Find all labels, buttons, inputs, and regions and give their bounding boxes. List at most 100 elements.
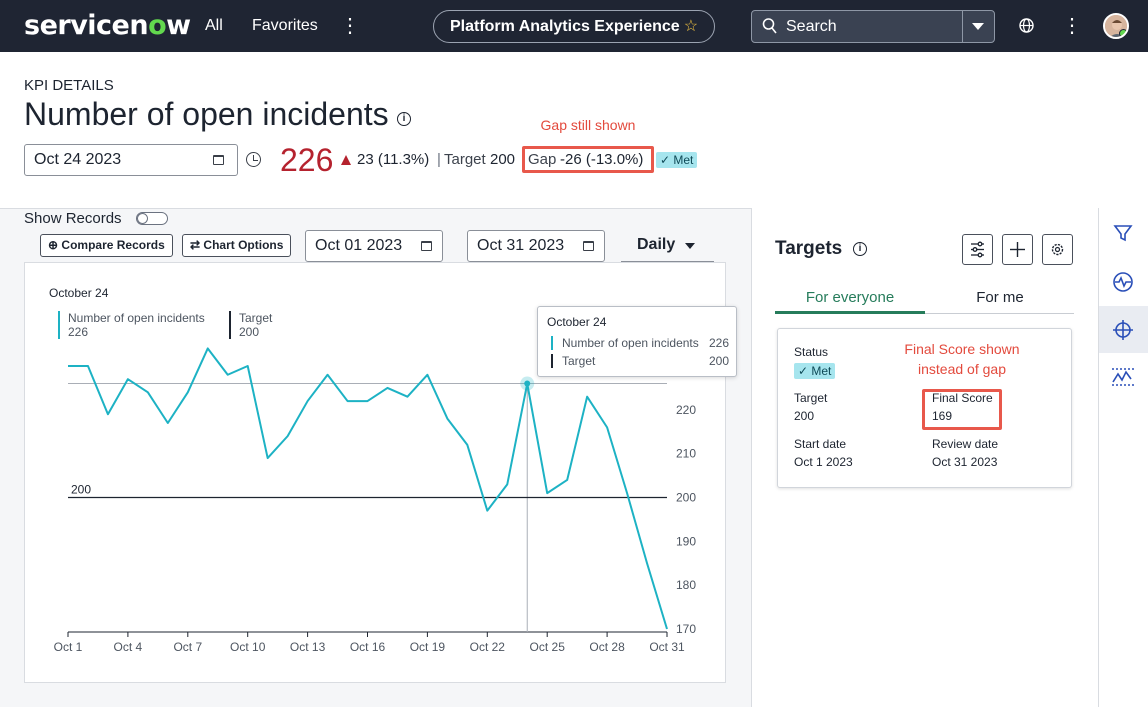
- review-date-label: Review date: [932, 437, 999, 451]
- sliders-icon: ⇄: [190, 238, 201, 252]
- tooltip-row-target: Target 200: [551, 354, 729, 368]
- legend-item-target: Target 200: [229, 311, 272, 339]
- pulse-icon[interactable]: [1112, 271, 1134, 293]
- x-tick-label: Oct 22: [470, 640, 506, 654]
- global-search[interactable]: Search: [751, 10, 995, 43]
- crosshair-target-icon[interactable]: [1112, 319, 1134, 341]
- x-tick-label: Oct 19: [410, 640, 446, 654]
- review-date-value: Oct 31 2023: [932, 455, 998, 469]
- chart-options-button[interactable]: ⇄ Chart Options: [182, 234, 292, 257]
- x-tick-label: Oct 13: [290, 640, 326, 654]
- tab-for-everyone[interactable]: For everyone: [805, 289, 895, 306]
- x-tick-label: Oct 16: [350, 640, 386, 654]
- add-target-button[interactable]: [1002, 234, 1033, 265]
- start-date-field[interactable]: Oct 01 2023: [305, 230, 443, 262]
- tab-active-indicator: [775, 311, 925, 314]
- legend-date: October 24: [49, 286, 109, 300]
- y-tick-label: 210: [676, 447, 696, 461]
- trend-up-icon: [341, 155, 351, 165]
- nav-all[interactable]: All: [205, 17, 223, 34]
- target-value: 200: [794, 409, 815, 423]
- tooltip-row-incidents: Number of open incidents 226: [551, 336, 729, 350]
- target-line-label: 200: [71, 483, 91, 497]
- gear-icon: [1051, 243, 1064, 256]
- tooltip-date: October 24: [547, 315, 607, 329]
- globe-icon[interactable]: [1018, 17, 1035, 34]
- target-label: Target: [444, 151, 486, 168]
- target-settings-sliders-button[interactable]: [962, 234, 993, 265]
- gap-label: Gap: [528, 151, 557, 168]
- workspace-title-pill[interactable]: Platform Analytics Experience ☆: [433, 10, 715, 43]
- filter-icon[interactable]: [1113, 223, 1133, 243]
- y-tick-label: 220: [676, 403, 696, 417]
- calendar-icon[interactable]: [213, 155, 224, 165]
- start-date-value: Oct 1 2023: [794, 455, 853, 469]
- info-icon[interactable]: i: [397, 112, 411, 126]
- legend-item-incidents: Number of open incidents 226: [58, 311, 205, 339]
- x-tick-label: Oct 1: [54, 640, 83, 654]
- target-label: Target: [794, 391, 828, 405]
- target-config-button[interactable]: [1042, 234, 1073, 265]
- frequency-select[interactable]: Daily: [621, 231, 714, 262]
- plus-circle-icon: ⊕: [48, 238, 59, 252]
- gap-value: -26 (-13.0%): [560, 151, 644, 168]
- highlight-point: [524, 380, 531, 387]
- kpi-details-eyebrow: KPI DETAILS: [24, 77, 114, 94]
- search-label: Search: [786, 18, 837, 35]
- x-tick-label: Oct 10: [230, 640, 266, 654]
- chart-tooltip: October 24 Number of open incidents 226 …: [537, 306, 737, 377]
- y-tick-label: 200: [676, 491, 696, 505]
- final-score-value: 169: [932, 409, 953, 423]
- x-tick-label: Oct 7: [173, 640, 202, 654]
- target-value: 200: [490, 151, 516, 168]
- legend-swatch: [229, 311, 231, 339]
- show-records-label: Show Records: [24, 210, 122, 227]
- search-scope-dropdown-icon[interactable]: [972, 23, 984, 30]
- x-tick-label: Oct 28: [589, 640, 625, 654]
- final-score-label: Final Score: [932, 391, 993, 405]
- forecast-icon[interactable]: [1111, 366, 1135, 388]
- separator: |: [437, 151, 441, 168]
- show-records-toggle[interactable]: [136, 212, 168, 225]
- sliders-icon: [971, 241, 984, 258]
- nav-more-icon-2[interactable]: ⋮: [1062, 15, 1082, 37]
- compare-records-button[interactable]: ⊕ Compare Records: [40, 234, 173, 257]
- tab-for-me[interactable]: For me: [976, 289, 1024, 306]
- y-tick-label: 190: [676, 534, 696, 548]
- online-status-dot: [1119, 29, 1127, 37]
- nav-more-icon[interactable]: ⋮: [340, 15, 360, 37]
- x-tick-label: Oct 25: [530, 640, 566, 654]
- plus-icon: [1010, 242, 1025, 257]
- annotation-gap: Gap still shown: [540, 117, 636, 133]
- score-date-value: Oct 24 2023: [34, 151, 122, 168]
- search-icon: [762, 18, 777, 34]
- status-label: Status: [794, 345, 829, 359]
- history-clock-icon[interactable]: [246, 152, 261, 167]
- top-nav: servicenow All Favorites ⋮ Platform Anal…: [0, 0, 1148, 52]
- annotation-score-line2: instead of gap: [918, 361, 1006, 377]
- nav-favorites[interactable]: Favorites: [252, 17, 318, 34]
- score-date-field[interactable]: Oct 24 2023: [24, 144, 238, 176]
- annotation-score-line1: Final Score shown: [904, 341, 1020, 357]
- incidents-series-line: [68, 347, 668, 630]
- start-date-label: Start date: [794, 437, 847, 451]
- x-tick-label: Oct 4: [114, 640, 143, 654]
- final-score-highlight-box: [922, 389, 1002, 430]
- gap-highlight-box: [522, 146, 654, 173]
- calendar-icon[interactable]: [421, 241, 432, 251]
- favorite-star-icon[interactable]: ☆: [683, 18, 699, 35]
- calendar-icon[interactable]: [583, 241, 594, 251]
- end-date-field[interactable]: Oct 31 2023: [467, 230, 605, 262]
- legend-swatch: [58, 311, 60, 339]
- y-tick-label: 180: [676, 578, 696, 592]
- user-avatar[interactable]: [1103, 13, 1129, 39]
- toggle-knob: [136, 212, 148, 224]
- kpi-change: 23 (11.3%): [357, 151, 430, 168]
- y-tick-label: 170: [676, 622, 696, 636]
- search-divider: [962, 11, 963, 42]
- x-tick-label: Oct 31: [649, 640, 685, 654]
- page-title: Number of open incidents: [24, 96, 389, 132]
- info-icon[interactable]: i: [853, 242, 867, 256]
- servicenow-logo[interactable]: servicenow: [24, 10, 191, 41]
- kpi-score-value: 226: [280, 142, 334, 178]
